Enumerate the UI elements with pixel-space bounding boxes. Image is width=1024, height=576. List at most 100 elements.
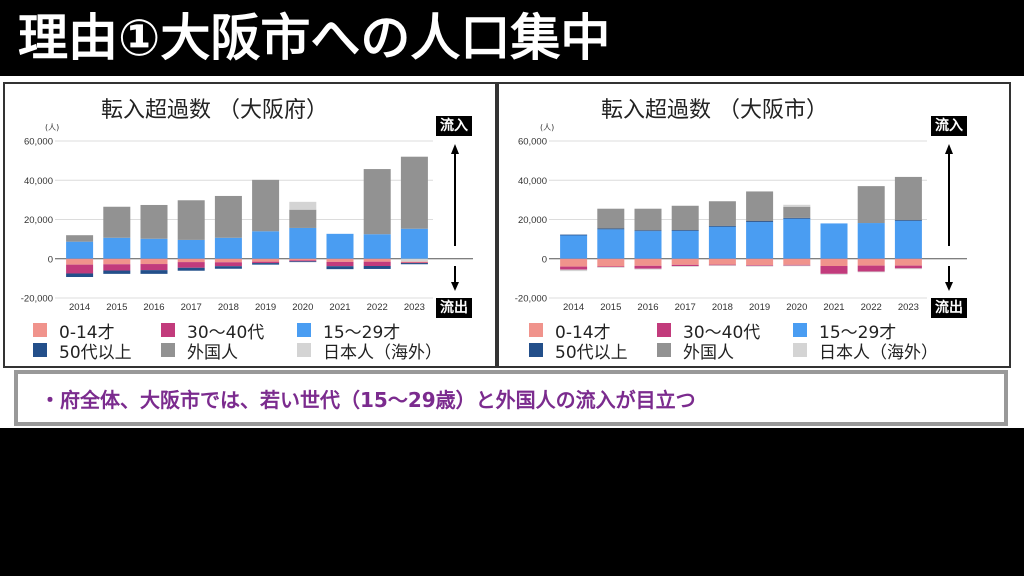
legend-swatch: [33, 323, 47, 337]
bar-segment-age15_29-2023: [400, 228, 428, 259]
legend-label: 15〜29才: [819, 322, 897, 343]
legend-swatch: [297, 343, 311, 357]
bar-segment-foreign-2023: [400, 156, 428, 229]
bar-segment-age30_40-2014: [560, 266, 588, 270]
bar-segment-japanese_abroad-2020: [289, 201, 317, 210]
bar-segment-foreign-2018: [708, 201, 736, 226]
legend-item: 50代以上: [33, 340, 161, 363]
bar-segment-foreign-2022: [857, 186, 885, 224]
y-axis-unit: (人): [540, 123, 555, 132]
bar-segment-age15_29-2016: [140, 238, 168, 259]
legend-swatch: [297, 323, 311, 337]
summary-note: ・府全体、大阪市では、若い世代（15〜29歳）と外国人の流入が目立つ: [14, 370, 1008, 426]
bar-segment-age30_40-2023: [400, 262, 428, 264]
bar-segment-age30_40-2019: [252, 261, 280, 264]
bar-segment-age15_29-2015: [597, 229, 625, 259]
chart-panel-osaka-city: 転入超過数 （大阪市） (人) -20,000 0 20,000 40,000 60,0…: [497, 82, 1011, 368]
bar-segment-age50plus-2020: [289, 261, 317, 263]
legend-swatch: [529, 343, 543, 357]
bar-segment-age0_14-2021: [326, 258, 354, 262]
bar-segment-foreign-2023: [894, 176, 922, 221]
bar-segment-age50plus-2016: [140, 270, 168, 274]
bar-segment-japanese_abroad_neg-2022: [857, 271, 885, 273]
bar-segment-foreign-2022: [363, 169, 391, 235]
bar-segment-foreign-2016: [634, 208, 662, 231]
bar-segment-age30_40-2017: [177, 262, 205, 268]
bar-segment-age0_14-2022: [363, 258, 391, 262]
bar-segment-age0_14-2017: [177, 258, 205, 263]
bar-segment-age50plus-2020: [783, 217, 811, 219]
bar-segment-age30_40-2016: [140, 264, 168, 271]
legend-swatch: [793, 323, 807, 337]
legend-label: 50代以上: [555, 342, 628, 363]
legend-label: 日本人（海外）: [819, 342, 938, 363]
bar-segment-japanese_abroad_neg-2020: [783, 265, 811, 267]
legend-swatch: [793, 343, 807, 357]
bar-segment-age50plus-2023: [894, 220, 922, 221]
legend-item: 外国人: [161, 340, 297, 363]
bar-segment-japanese_abroad-2020: [783, 204, 811, 207]
x-tick-label: 2021: [329, 302, 350, 313]
bar-segment-japanese_abroad_neg-2023: [894, 268, 922, 270]
inflow-arrow-icon: [945, 144, 953, 154]
y-tick-label: 60,000: [24, 137, 53, 148]
x-tick-label: 2017: [181, 302, 202, 313]
legend-item: 15〜29才: [297, 320, 467, 343]
legend-item: 50代以上: [529, 340, 657, 363]
x-tick-label: 2016: [637, 302, 658, 313]
bar-segment-japanese_abroad_neg-2017: [671, 266, 699, 267]
x-tick-label: 2014: [563, 302, 584, 313]
bar-segment-age15_29-2021: [820, 223, 848, 259]
bar-segment-age30_40-2021: [820, 266, 848, 274]
legend-swatch: [657, 323, 671, 337]
x-tick-label: 2017: [675, 302, 696, 313]
bar-segment-age15_29-2020: [289, 227, 317, 259]
x-tick-label: 2018: [712, 302, 733, 313]
bar-segment-age50plus-2015: [597, 228, 625, 230]
bar-segment-age50plus-2018: [708, 225, 736, 227]
x-tick-label: 2015: [600, 302, 621, 313]
x-tick-label: 2022: [367, 302, 388, 313]
bar-segment-age15_29-2022: [363, 234, 391, 259]
bar-segment-age50plus-2023: [400, 263, 428, 265]
bar-segment-age30_40-2023: [894, 265, 922, 269]
bar-segment-age50plus-2017: [671, 230, 699, 231]
bar-segment-age0_14-2014: [560, 258, 588, 267]
bar-segment-japanese_abroad-2023: [400, 258, 428, 262]
x-tick-label: 2019: [749, 302, 770, 313]
legend-swatch: [529, 323, 543, 337]
page-title: 理由①大阪市への人口集中: [18, 9, 611, 67]
bar-segment-age0_14-2016: [634, 258, 662, 266]
bar-segment-age30_40-2016: [634, 265, 662, 269]
outflow-arrow-icon: [945, 282, 953, 291]
legend-label: 外国人: [187, 342, 238, 363]
bar-segment-age50plus-2017: [177, 267, 205, 271]
bar-segment-age50plus-2016: [634, 230, 662, 232]
bar-segment-age50plus-2021: [326, 266, 354, 270]
legend-label: 0-14才: [555, 322, 611, 343]
bar-segment-foreign-2017: [177, 200, 205, 240]
x-tick-label: 2015: [106, 302, 127, 313]
bar-segment-age30_40-2014: [66, 264, 94, 274]
y-tick-label: 60,000: [518, 137, 547, 148]
bar-segment-age15_29-2016: [634, 231, 662, 259]
chart-svg: -20,000 0 20,000 40,000 60,000 2014 2015 2016 20…: [515, 137, 967, 313]
inflow-arrow-icon: [451, 144, 459, 154]
bar-segment-age30_40-2019: [746, 265, 774, 267]
bar-segment-age30_40-2018: [708, 264, 736, 266]
legend-item: 30〜40代: [161, 320, 297, 343]
bar-segment-japanese_abroad_neg-2019: [746, 265, 774, 267]
bar-segment-age30_40-2017: [671, 264, 699, 267]
bar-segment-age0_14-2023: [400, 261, 428, 263]
bar-segment-foreign-2019: [252, 179, 280, 232]
legend-label: 30〜40代: [683, 322, 761, 343]
bar-segment-age15_29-2018: [214, 237, 242, 259]
bar-segment-age0_14-2019: [252, 258, 280, 262]
bar-segment-age0_14-2019: [746, 258, 774, 266]
bar-segment-age30_40-2020: [289, 260, 317, 262]
bar-segment-age30_40-2022: [363, 261, 391, 267]
bar-segment-age15_29-2014: [560, 235, 588, 259]
outflow-tag: 流出: [436, 298, 472, 318]
y-tick-label: 20,000: [24, 215, 53, 226]
bar-segment-age15_29-2017: [671, 230, 699, 259]
